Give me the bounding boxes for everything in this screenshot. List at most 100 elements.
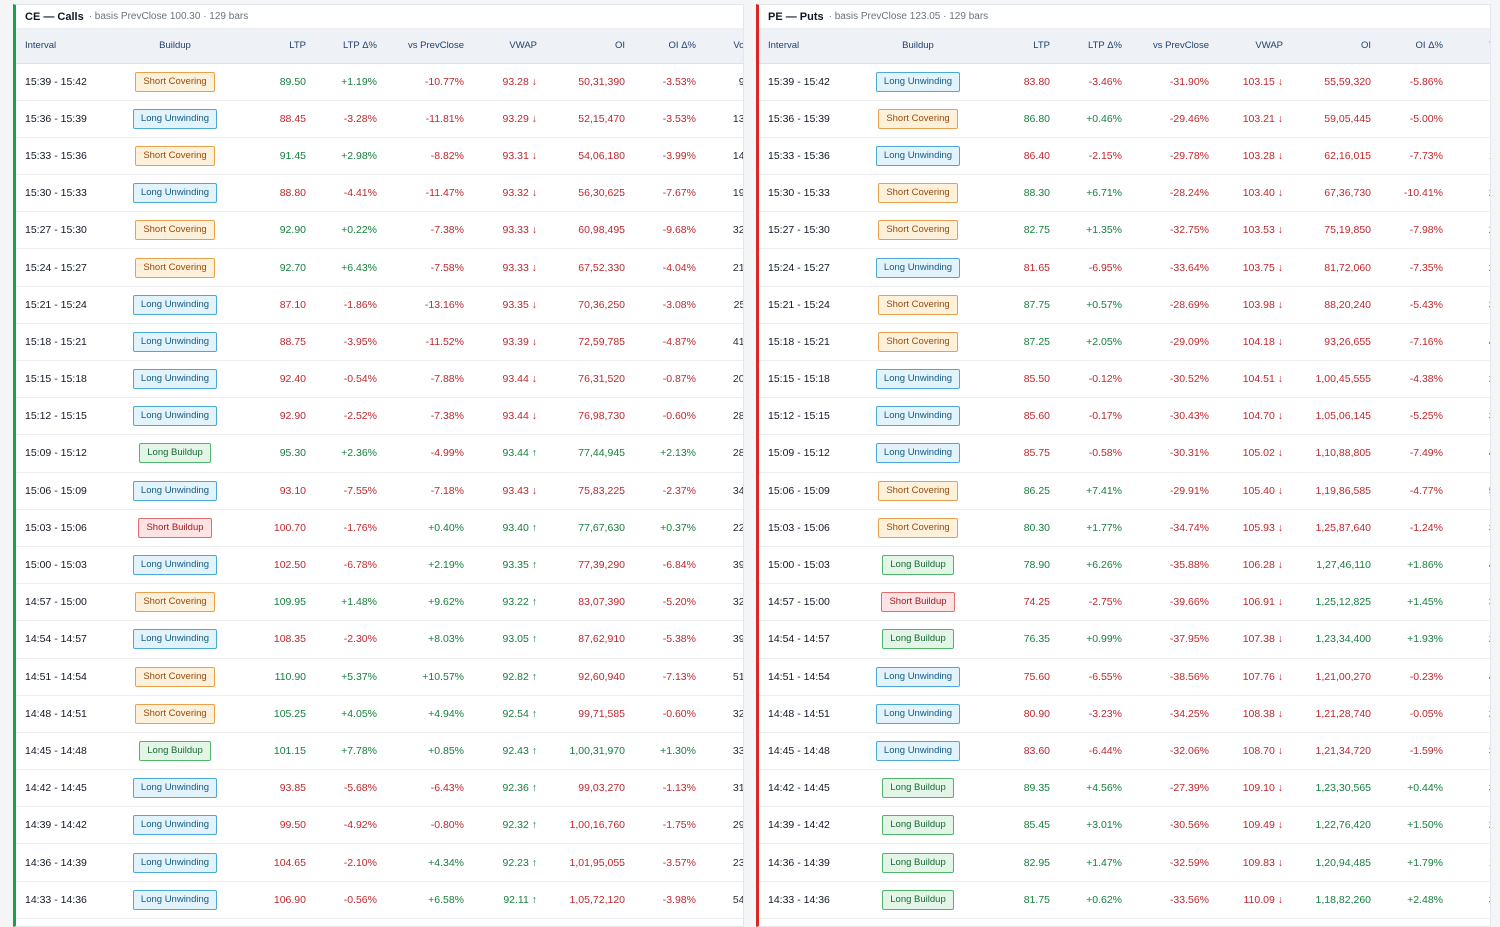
pe-col-header-oi-change[interactable]: OI Δ% xyxy=(1381,29,1453,64)
ce-col-header-oi[interactable]: OI xyxy=(547,29,635,64)
table-row[interactable]: 14:54 - 14:57 Long Buildup 76.35 +0.99% -37.… xyxy=(759,620,1490,659)
table-row[interactable]: 15:12 - 15:15 Long Unwinding 92.90 -2.52% -7… xyxy=(16,397,743,436)
ce-col-header-vwap[interactable]: VWAP xyxy=(474,29,547,64)
table-row[interactable]: 15:12 - 15:15 Long Unwinding 85.60 -0.17% -3… xyxy=(759,397,1490,436)
table-row[interactable]: 15:39 - 15:42 Long Unwinding 83.80 -3.46% -3… xyxy=(759,63,1490,101)
oi-cell: 76,98,730 xyxy=(547,397,635,436)
table-row[interactable]: 15:06 - 15:09 Short Covering 86.25 +7.41% -2… xyxy=(759,472,1490,510)
ce-panel-header: CE — Calls · basis PrevClose 100.30 · 12… xyxy=(16,5,743,29)
table-row[interactable]: 15:27 - 15:30 Short Covering 82.75 +1.35% -3… xyxy=(759,211,1490,250)
table-row[interactable]: 14:33 - 14:36 Long Buildup 81.75 +0.62% -33.… xyxy=(759,881,1490,919)
vs-prevclose-cell: -4.99% xyxy=(387,434,474,473)
ce-col-header-interval[interactable]: Interval xyxy=(16,29,106,64)
interval-cell: 15:18 - 15:21 xyxy=(759,323,849,362)
table-row[interactable]: 14:48 - 14:51 Short Covering 105.25 +4.05% +… xyxy=(16,695,743,733)
table-row[interactable]: 14:39 - 14:42 Long Buildup 85.45 +3.01% -30.… xyxy=(759,806,1490,845)
table-row[interactable]: 14:33 - 14:36 Long Unwinding 106.90 -0.56% +… xyxy=(16,881,743,919)
interval-cell: 14:54 - 14:57 xyxy=(759,620,849,659)
buildup-cell: Short Covering xyxy=(106,695,244,733)
table-row[interactable]: 14:45 - 14:48 Long Unwinding 83.60 -6.44% -3… xyxy=(759,732,1490,771)
ltp-cell: 102.50 xyxy=(244,546,316,585)
volume-cell: 31.50L xyxy=(706,769,743,808)
pe-col-header-interval[interactable]: Interval xyxy=(759,29,849,64)
table-row[interactable]: 15:24 - 15:27 Short Covering 92.70 +6.43% -7… xyxy=(16,248,743,287)
table-row[interactable]: 15:21 - 15:24 Short Covering 87.75 +0.57% -2… xyxy=(759,286,1490,324)
vwap-value: 104.51 xyxy=(1242,373,1275,386)
table-row[interactable]: 14:48 - 14:51 Long Unwinding 80.90 -3.23% -3… xyxy=(759,695,1490,733)
table-row[interactable]: 15:18 - 15:21 Short Covering 87.25 +2.05% -2… xyxy=(759,323,1490,362)
oi-cell: 1,23,30,565 xyxy=(1293,769,1381,808)
ce-col-header-buildup[interactable]: Buildup xyxy=(106,29,244,64)
pe-col-header-buildup[interactable]: Buildup xyxy=(849,29,987,64)
arrow-down-icon: ↓ xyxy=(1274,596,1283,609)
buildup-cell: Short Covering xyxy=(106,248,244,287)
table-row[interactable]: 15:36 - 15:39 Long Unwinding 88.45 -3.28% -1… xyxy=(16,100,743,138)
pe-col-header-vs-prevclose[interactable]: vs PrevClose xyxy=(1132,29,1219,64)
table-row[interactable]: 15:03 - 15:06 Short Covering 80.30 +1.77% -3… xyxy=(759,509,1490,547)
table-row[interactable]: 15:33 - 15:36 Long Unwinding 86.40 -2.15% -2… xyxy=(759,137,1490,176)
oi-change-cell: -4.38% xyxy=(1381,360,1453,399)
arrow-down-icon: ↓ xyxy=(528,373,537,386)
table-row[interactable]: 14:39 - 14:42 Long Unwinding 99.50 -4.92% -0… xyxy=(16,806,743,845)
table-row[interactable]: 15:33 - 15:36 Short Covering 91.45 +2.98% -8… xyxy=(16,137,743,176)
table-row[interactable]: 15:18 - 15:21 Long Unwinding 88.75 -3.95% -1… xyxy=(16,323,743,362)
table-row[interactable]: 15:24 - 15:27 Long Unwinding 81.65 -6.95% -3… xyxy=(759,248,1490,287)
vwap-value: 109.10 xyxy=(1242,782,1275,795)
table-row[interactable]: 15:00 - 15:03 Long Buildup 78.90 +6.26% -35.… xyxy=(759,546,1490,585)
pe-col-header-ltp[interactable]: LTP xyxy=(987,29,1060,64)
interval-cell: 15:06 - 15:09 xyxy=(759,472,849,510)
vwap-value: 93.43 xyxy=(502,484,529,497)
table-row[interactable]: 14:42 - 14:45 Long Unwinding 93.85 -5.68% -6… xyxy=(16,769,743,808)
ltp-cell: 86.80 xyxy=(987,100,1060,138)
vwap-value: 105.93 xyxy=(1242,521,1275,534)
table-row[interactable]: 15:30 - 15:33 Long Unwinding 88.80 -4.41% -1… xyxy=(16,174,743,213)
vwap-value: 92.11 xyxy=(503,893,529,906)
vwap-cell: 103.98 ↓ xyxy=(1219,286,1293,324)
oi-change-cell: -3.53% xyxy=(635,63,706,101)
table-row[interactable]: 15:03 - 15:06 Short Buildup 100.70 -1.76% +0… xyxy=(16,509,743,547)
table-row[interactable]: 15:15 - 15:18 Long Unwinding 85.50 -0.12% -3… xyxy=(759,360,1490,399)
table-row[interactable]: 14:57 - 15:00 Short Buildup 74.25 -2.75% -39… xyxy=(759,583,1490,622)
ltp-change-cell: -3.28% xyxy=(316,100,387,138)
pe-col-header-volume[interactable]: Volume xyxy=(1453,29,1490,64)
table-row[interactable]: 14:36 - 14:39 Long Buildup 82.95 +1.47% -32.… xyxy=(759,843,1490,882)
buildup-cell: Long Unwinding xyxy=(849,397,987,436)
table-row[interactable]: 14:36 - 14:39 Long Unwinding 104.65 -2.10% +… xyxy=(16,843,743,882)
table-row[interactable]: 15:21 - 15:24 Long Unwinding 87.10 -1.86% -1… xyxy=(16,286,743,324)
volume-cell: 46.05L xyxy=(1453,323,1490,362)
ce-col-header-volume[interactable]: Volume xyxy=(706,29,743,64)
buildup-badge: Short Covering xyxy=(135,71,215,92)
table-row[interactable]: 15:00 - 15:03 Long Unwinding 102.50 -6.78% +… xyxy=(16,546,743,585)
table-row[interactable]: 14:45 - 14:48 Long Buildup 101.15 +7.78% +0.… xyxy=(16,732,743,771)
pe-col-header-oi[interactable]: OI xyxy=(1293,29,1381,64)
buildup-badge: Short Buildup xyxy=(881,592,955,613)
ce-col-header-ltp-change[interactable]: LTP Δ% xyxy=(316,29,387,64)
pe-col-header-ltp-change[interactable]: LTP Δ% xyxy=(1060,29,1132,64)
vwap-value: 93.29 xyxy=(502,112,529,125)
ce-col-header-oi-change[interactable]: OI Δ% xyxy=(635,29,706,64)
table-row[interactable]: 14:57 - 15:00 Short Covering 109.95 +1.48% +… xyxy=(16,583,743,622)
table-row[interactable]: 14:42 - 14:45 Long Buildup 89.35 +4.56% -27.… xyxy=(759,769,1490,808)
oi-change-cell: -1.59% xyxy=(1381,732,1453,771)
oi-change-cell: -0.05% xyxy=(1381,695,1453,733)
vs-prevclose-cell: +4.94% xyxy=(387,695,474,733)
pe-col-header-vwap[interactable]: VWAP xyxy=(1219,29,1293,64)
table-row[interactable]: 15:30 - 15:33 Short Covering 88.30 +6.71% -2… xyxy=(759,174,1490,213)
ce-col-header-ltp[interactable]: LTP xyxy=(244,29,316,64)
table-row[interactable]: 15:27 - 15:30 Short Covering 92.90 +0.22% -7… xyxy=(16,211,743,250)
table-row[interactable]: 15:06 - 15:09 Long Unwinding 93.10 -7.55% -7… xyxy=(16,472,743,510)
table-row[interactable]: 14:51 - 14:54 Short Covering 110.90 +5.37% +… xyxy=(16,658,743,696)
table-row[interactable]: 15:09 - 15:12 Long Buildup 95.30 +2.36% -4.9… xyxy=(16,434,743,473)
arrow-up-icon: ↑ xyxy=(528,819,537,832)
ce-col-header-vs-prevclose[interactable]: vs PrevClose xyxy=(387,29,474,64)
table-row[interactable]: 14:51 - 14:54 Long Unwinding 75.60 -6.55% -3… xyxy=(759,658,1490,696)
arrow-down-icon: ↓ xyxy=(1274,298,1283,311)
vs-prevclose-cell: -0.80% xyxy=(387,806,474,845)
buildup-badge: Short Covering xyxy=(135,666,215,687)
table-row[interactable]: 15:09 - 15:12 Long Unwinding 85.75 -0.58% -3… xyxy=(759,434,1490,473)
table-row[interactable]: 15:39 - 15:42 Short Covering 89.50 +1.19% -1… xyxy=(16,63,743,101)
table-row[interactable]: 14:54 - 14:57 Long Unwinding 108.35 -2.30% +… xyxy=(16,620,743,659)
table-row[interactable]: 15:15 - 15:18 Long Unwinding 92.40 -0.54% -7… xyxy=(16,360,743,399)
table-row[interactable]: 15:36 - 15:39 Short Covering 86.80 +0.46% -2… xyxy=(759,100,1490,138)
oi-change-cell: -5.86% xyxy=(1381,63,1453,101)
